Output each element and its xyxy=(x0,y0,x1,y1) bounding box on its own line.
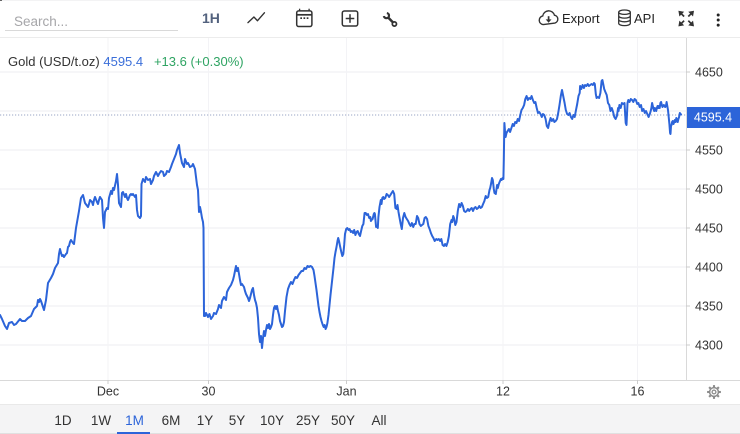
svg-text:4500: 4500 xyxy=(695,183,723,197)
svg-text:Jan: Jan xyxy=(336,385,356,399)
svg-text:4400: 4400 xyxy=(695,261,723,275)
svg-text:Dec: Dec xyxy=(97,385,119,399)
svg-text:4350: 4350 xyxy=(695,300,723,314)
svg-text:4550: 4550 xyxy=(695,144,723,158)
svg-text:4595.4: 4595.4 xyxy=(694,111,732,125)
svg-text:16: 16 xyxy=(631,385,645,399)
svg-text:30: 30 xyxy=(202,385,216,399)
svg-text:12: 12 xyxy=(496,385,510,399)
svg-text:4450: 4450 xyxy=(695,222,723,236)
svg-text:4650: 4650 xyxy=(695,66,723,80)
svg-text:4300: 4300 xyxy=(695,339,723,353)
